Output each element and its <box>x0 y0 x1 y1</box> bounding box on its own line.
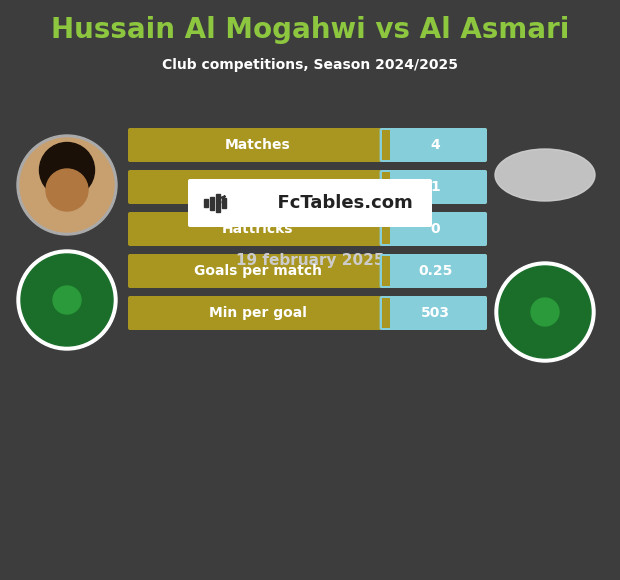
Text: 503: 503 <box>421 306 450 320</box>
Circle shape <box>53 286 81 314</box>
FancyBboxPatch shape <box>128 170 487 204</box>
Text: 4: 4 <box>430 138 440 152</box>
FancyBboxPatch shape <box>379 296 487 330</box>
FancyBboxPatch shape <box>379 254 487 288</box>
Circle shape <box>17 250 117 350</box>
Text: 0.25: 0.25 <box>418 264 453 278</box>
Circle shape <box>20 138 114 232</box>
FancyBboxPatch shape <box>379 170 487 204</box>
Bar <box>381 172 389 202</box>
Text: Goals per match: Goals per match <box>194 264 322 278</box>
Text: 19 february 2025: 19 february 2025 <box>236 252 384 267</box>
Text: Goals: Goals <box>236 180 280 194</box>
Text: Min per goal: Min per goal <box>209 306 307 320</box>
Text: Club competitions, Season 2024/2025: Club competitions, Season 2024/2025 <box>162 58 458 72</box>
FancyBboxPatch shape <box>188 179 432 227</box>
Bar <box>222 198 226 208</box>
FancyBboxPatch shape <box>128 296 487 330</box>
Bar <box>381 256 389 286</box>
FancyBboxPatch shape <box>379 128 487 162</box>
FancyBboxPatch shape <box>128 254 487 288</box>
Bar <box>210 197 214 209</box>
FancyBboxPatch shape <box>128 128 487 162</box>
Circle shape <box>531 298 559 326</box>
Circle shape <box>46 169 88 211</box>
Bar <box>381 214 389 244</box>
Text: Matches: Matches <box>225 138 291 152</box>
Bar <box>216 194 220 212</box>
Bar <box>204 199 208 207</box>
Circle shape <box>495 262 595 362</box>
Text: Hattricks: Hattricks <box>222 222 293 236</box>
Circle shape <box>499 266 591 358</box>
Text: 1: 1 <box>430 180 440 194</box>
Ellipse shape <box>495 149 595 201</box>
Bar <box>381 298 389 328</box>
FancyBboxPatch shape <box>379 212 487 246</box>
Text: Hussain Al Mogahwi vs Al Asmari: Hussain Al Mogahwi vs Al Asmari <box>51 16 569 44</box>
Text: FcTables.com: FcTables.com <box>265 194 413 212</box>
Bar <box>381 130 389 160</box>
Circle shape <box>21 254 113 346</box>
FancyBboxPatch shape <box>128 212 487 246</box>
Text: 0: 0 <box>430 222 440 236</box>
Circle shape <box>40 143 94 198</box>
Circle shape <box>17 135 117 235</box>
